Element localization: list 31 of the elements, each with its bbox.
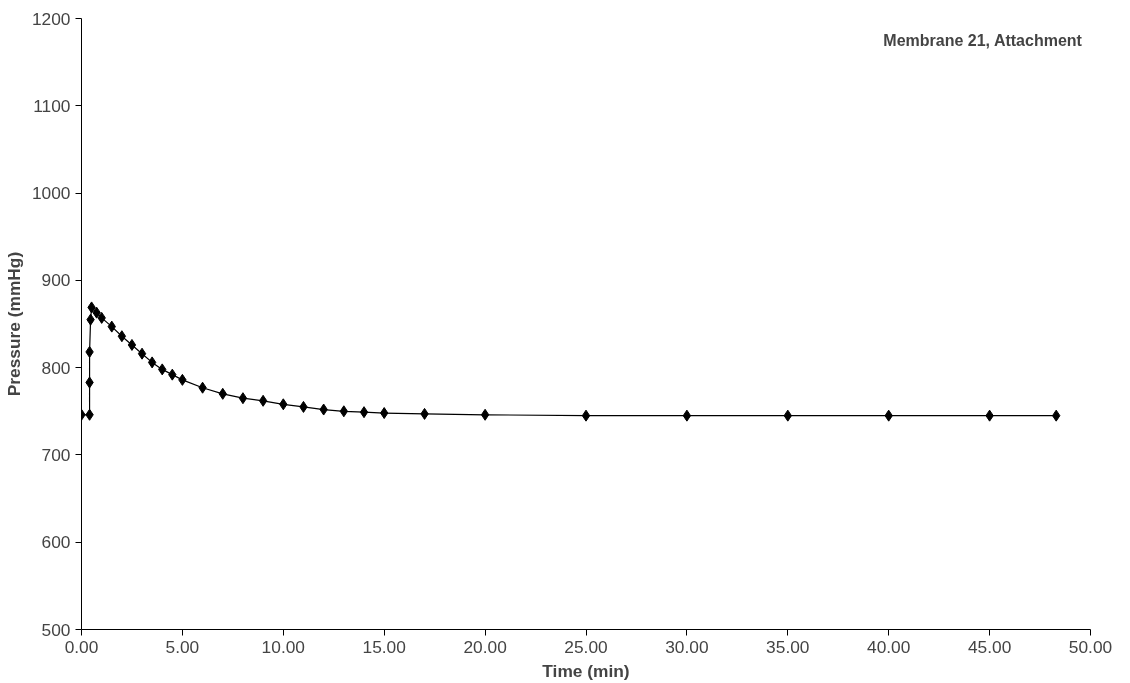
point	[238, 392, 248, 405]
point	[480, 408, 490, 421]
x-tick-label: 40.00	[867, 636, 911, 657]
point	[682, 409, 692, 422]
y-axis-title: Pressure (mmHg)	[3, 251, 24, 397]
y-tick-label: 1200	[31, 8, 71, 29]
y-tick-label: 1000	[31, 183, 71, 204]
x-tick-label: 50.00	[1068, 636, 1113, 657]
y-tick-label: 900	[41, 270, 71, 291]
x-tick-label: 25.00	[564, 636, 608, 657]
x-tick-label: 45.00	[967, 636, 1012, 657]
point	[581, 409, 591, 422]
x-tick-label: 30.00	[665, 636, 709, 657]
y-tick-label: 800	[41, 357, 71, 378]
point	[137, 347, 147, 360]
x-tick-label: 20.00	[463, 636, 507, 657]
y-tick-label: 1100	[33, 95, 71, 116]
point	[359, 406, 369, 419]
y-tick-label: 700	[41, 444, 71, 465]
point	[127, 338, 137, 351]
x-tick-label: 10.00	[261, 636, 305, 657]
point	[339, 405, 349, 418]
point	[117, 330, 127, 343]
x-tick-label: 15.00	[362, 636, 406, 657]
annotation: Membrane 21, Attachment	[883, 31, 1083, 49]
x-axis-title: Time (min)	[542, 660, 630, 681]
point	[147, 356, 157, 369]
y-tick-label: 600	[41, 532, 71, 553]
x-tick-label: 5.00	[165, 636, 200, 657]
x-tick-label: 35.00	[766, 636, 810, 657]
point	[258, 394, 268, 407]
